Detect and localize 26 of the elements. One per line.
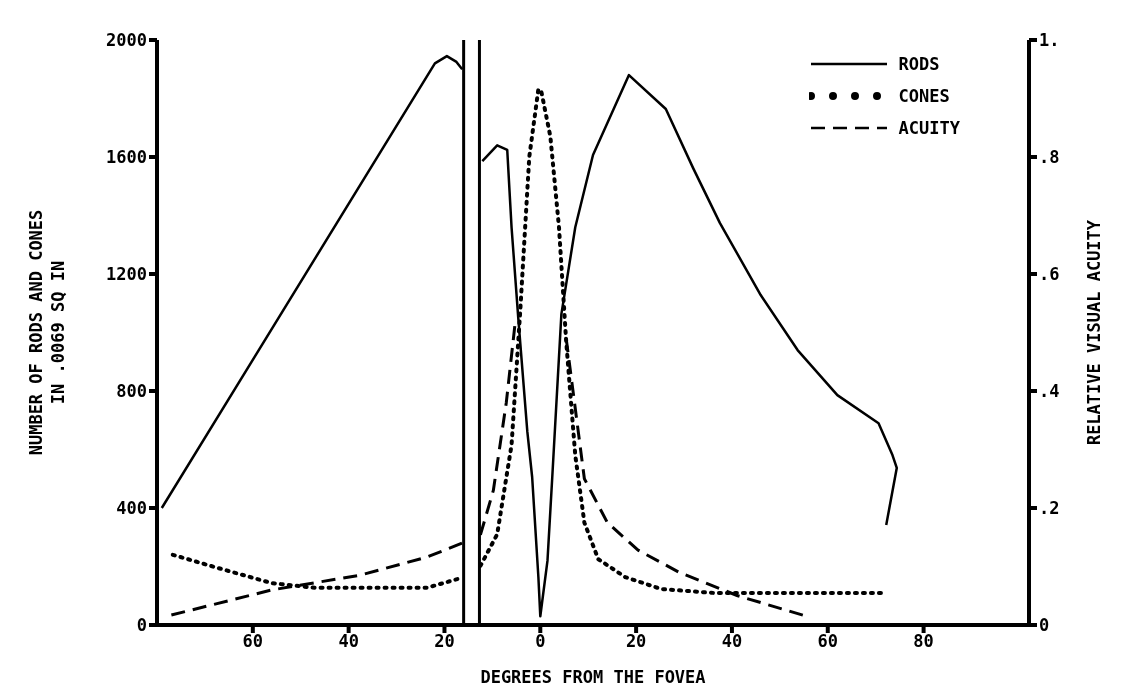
y-tick-label: 800	[116, 381, 147, 402]
y2-tick-label: 0	[1039, 615, 1050, 636]
x-tick-label: 40	[338, 631, 359, 652]
y-tick-label: 0	[136, 615, 147, 636]
x-tick-label: 20	[625, 631, 647, 652]
x-tick-label: 0	[535, 631, 546, 652]
y2-tick-label: .6	[1039, 264, 1060, 285]
y2-tick-label: .4	[1039, 381, 1060, 402]
y2-tick-label: .8	[1039, 147, 1060, 168]
y2-tick-label: .2	[1039, 498, 1060, 519]
y2-tick-label: 1.	[1039, 30, 1060, 51]
legend-label: RODS	[898, 54, 940, 74]
y-tick-label: 1600	[106, 147, 147, 168]
x-tick-label: 60	[242, 631, 264, 652]
x-tick-label: 60	[817, 631, 839, 652]
x-tick-label: 40	[721, 631, 743, 652]
y-tick-label: 400	[116, 498, 147, 519]
legend-label: CONES	[898, 86, 950, 106]
x-axis-title: DEGREES FROM THE FOVEA	[480, 667, 706, 687]
x-tick-label: 20	[434, 631, 455, 652]
y-axis-title: NUMBER OF RODS AND CONES IN .0069 SQ IN	[25, 209, 68, 456]
x-tick-label: 80	[913, 631, 934, 652]
y2-axis-title: RELATIVE VISUAL ACUITY	[1084, 219, 1104, 446]
y-tick-label: 1200	[106, 264, 147, 285]
legend-label: ACUITY	[898, 118, 960, 138]
y-tick-label: 2000	[106, 30, 147, 51]
